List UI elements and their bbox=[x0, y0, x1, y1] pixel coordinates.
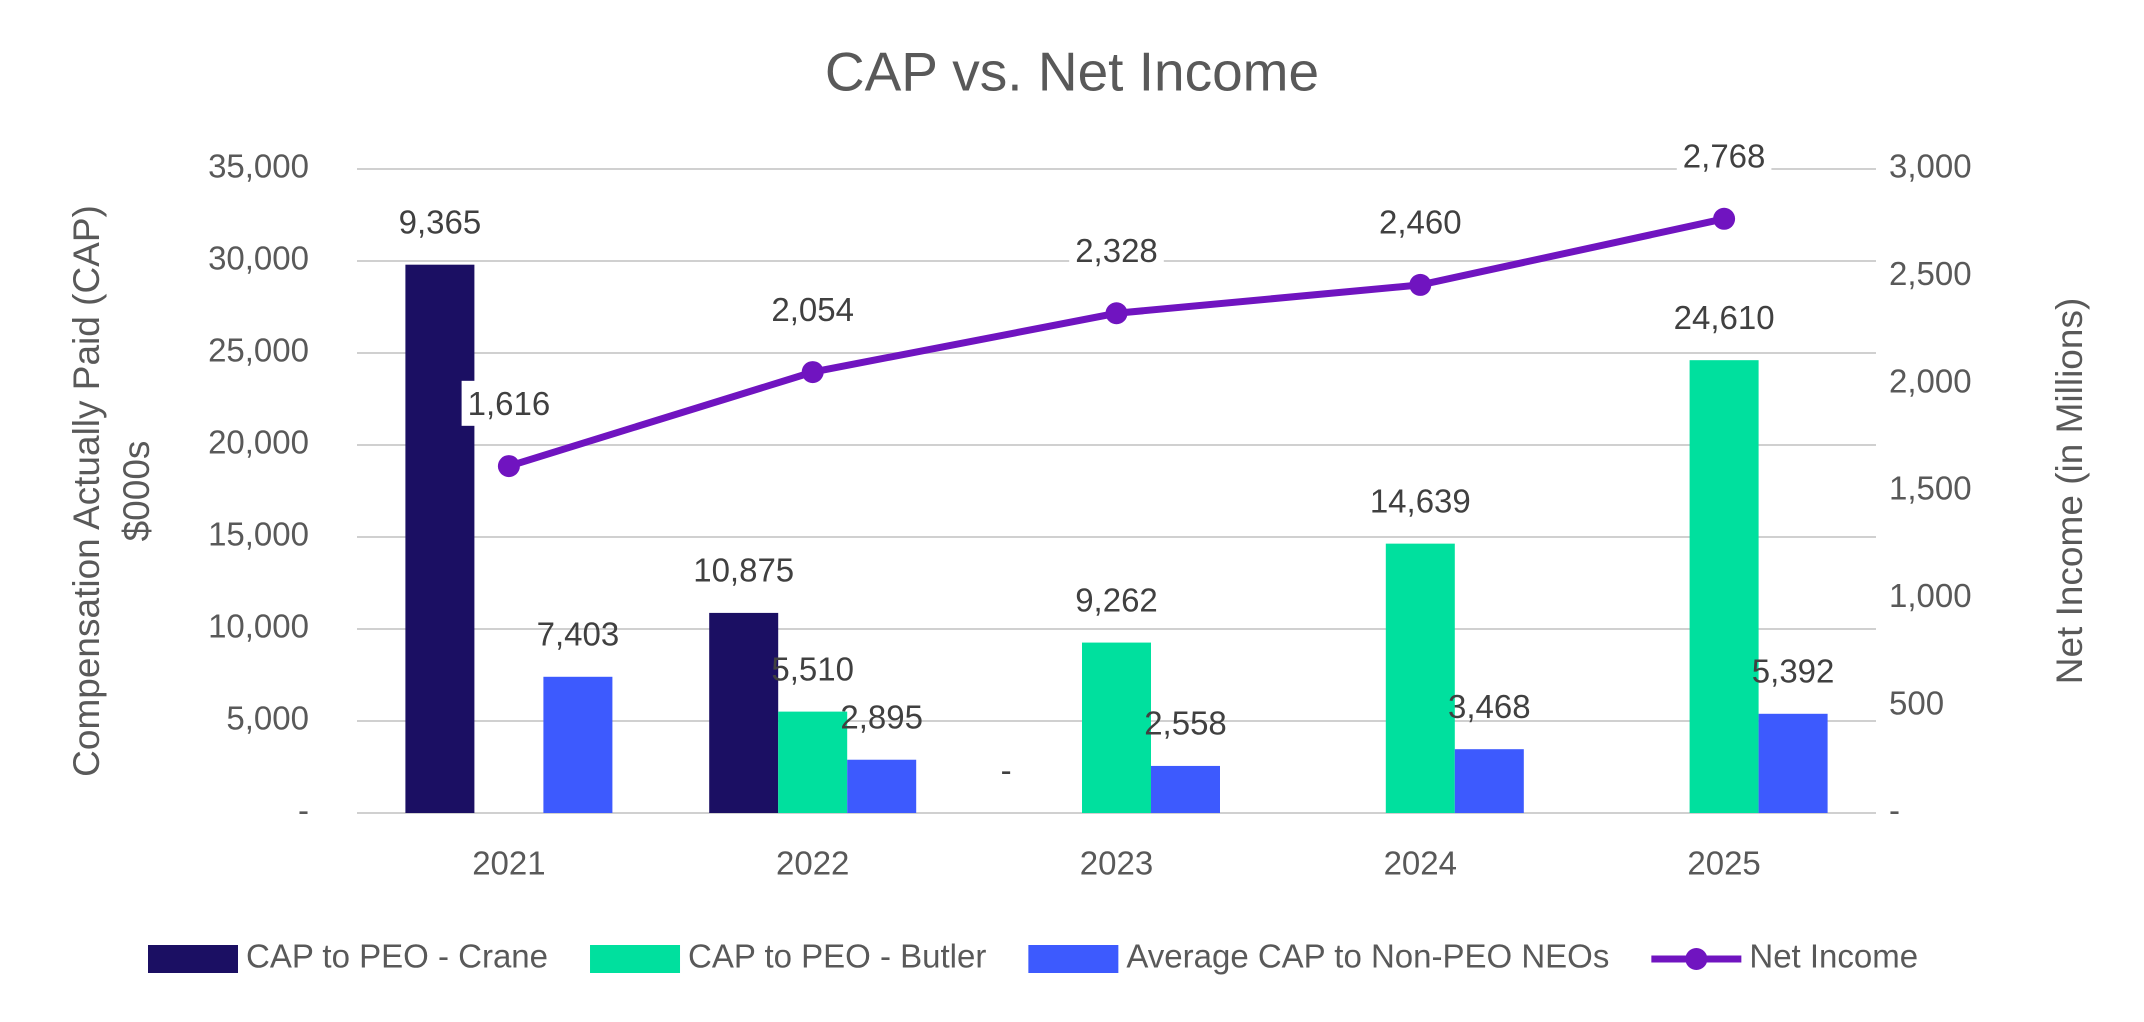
bar bbox=[1385, 543, 1455, 813]
line-marker bbox=[497, 455, 520, 478]
data-label: 2,328 bbox=[1075, 232, 1158, 269]
bar bbox=[1758, 713, 1828, 813]
y-tick-label: 35,000 bbox=[208, 148, 309, 185]
line-marker bbox=[801, 361, 824, 384]
data-label: 3,468 bbox=[1448, 688, 1531, 725]
data-label: 10,875 bbox=[693, 552, 794, 589]
line-marker bbox=[1713, 207, 1736, 230]
bar bbox=[1082, 642, 1151, 813]
legend-label: CAP to PEO - Butler bbox=[688, 938, 986, 975]
y-tick-label: 30,000 bbox=[208, 240, 309, 277]
y2-tick-label: 500 bbox=[1889, 684, 1944, 721]
y2-tick-label: - bbox=[1889, 792, 1900, 829]
x-tick-label: 2022 bbox=[776, 845, 849, 882]
legend-swatch bbox=[590, 945, 681, 973]
x-tick-label: 2021 bbox=[472, 845, 545, 882]
y2-tick-label: 1,500 bbox=[1889, 470, 1972, 507]
bar bbox=[405, 264, 475, 813]
line-marker bbox=[1105, 302, 1128, 325]
bar bbox=[1151, 765, 1220, 813]
label-background bbox=[461, 380, 557, 426]
data-label: 2,895 bbox=[840, 698, 923, 735]
y-tick-label: 5,000 bbox=[226, 700, 309, 737]
y-axis-title: $000s bbox=[116, 441, 157, 542]
data-label: 9,262 bbox=[1075, 581, 1158, 618]
y-tick-label: 15,000 bbox=[208, 516, 309, 553]
data-label: 2,558 bbox=[1144, 705, 1227, 742]
bar bbox=[1689, 360, 1759, 813]
data-label: 5,510 bbox=[771, 650, 854, 687]
data-label: 24,610 bbox=[1674, 299, 1775, 336]
legend-swatch bbox=[148, 945, 238, 973]
label-background bbox=[1373, 199, 1468, 245]
x-tick-label: 2024 bbox=[1384, 845, 1457, 882]
data-label: 2,768 bbox=[1683, 138, 1766, 175]
y2-tick-label: 2,500 bbox=[1889, 255, 1972, 292]
bar bbox=[709, 612, 779, 813]
label-background bbox=[1069, 227, 1164, 273]
legend-swatch bbox=[1028, 945, 1119, 973]
y2-tick-label: 2,000 bbox=[1889, 362, 1972, 399]
bar bbox=[847, 759, 917, 813]
bar bbox=[778, 711, 848, 813]
annotation: 9,365 bbox=[399, 203, 482, 240]
legend-label: Net Income bbox=[1749, 938, 1918, 975]
label-background bbox=[765, 286, 860, 332]
y-tick-label: - bbox=[298, 792, 309, 829]
y2-tick-label: 1,000 bbox=[1889, 577, 1972, 614]
y-axis-title: Compensation Actually Paid (CAP) bbox=[66, 205, 107, 777]
data-label: 2,460 bbox=[1379, 204, 1462, 241]
data-label: 7,403 bbox=[537, 616, 620, 653]
bar bbox=[543, 676, 613, 813]
data-label: 14,639 bbox=[1370, 482, 1471, 519]
x-tick-label: 2025 bbox=[1687, 845, 1760, 882]
x-tick-label: 2023 bbox=[1080, 845, 1153, 882]
legend-label: Average CAP to Non-PEO NEOs bbox=[1126, 938, 1609, 975]
data-label: 1,616 bbox=[468, 385, 551, 422]
data-label: 2,054 bbox=[771, 291, 854, 328]
y-tick-label: 20,000 bbox=[208, 424, 309, 461]
y2-axis-title: Net Income (in Millions) bbox=[2049, 298, 2090, 685]
legend-label: CAP to PEO - Crane bbox=[246, 938, 548, 975]
data-label: 5,392 bbox=[1752, 653, 1835, 690]
y-tick-label: 25,000 bbox=[208, 332, 309, 369]
legend-swatch bbox=[1685, 948, 1708, 970]
y-tick-label: 10,000 bbox=[208, 608, 309, 645]
bar bbox=[1454, 749, 1524, 813]
y2-tick-label: 3,000 bbox=[1889, 148, 1972, 185]
line-marker bbox=[1409, 273, 1432, 296]
label-background bbox=[1676, 133, 1772, 179]
chart-title: CAP vs. Net Income bbox=[825, 41, 1319, 103]
data-label: - bbox=[1001, 752, 1012, 789]
